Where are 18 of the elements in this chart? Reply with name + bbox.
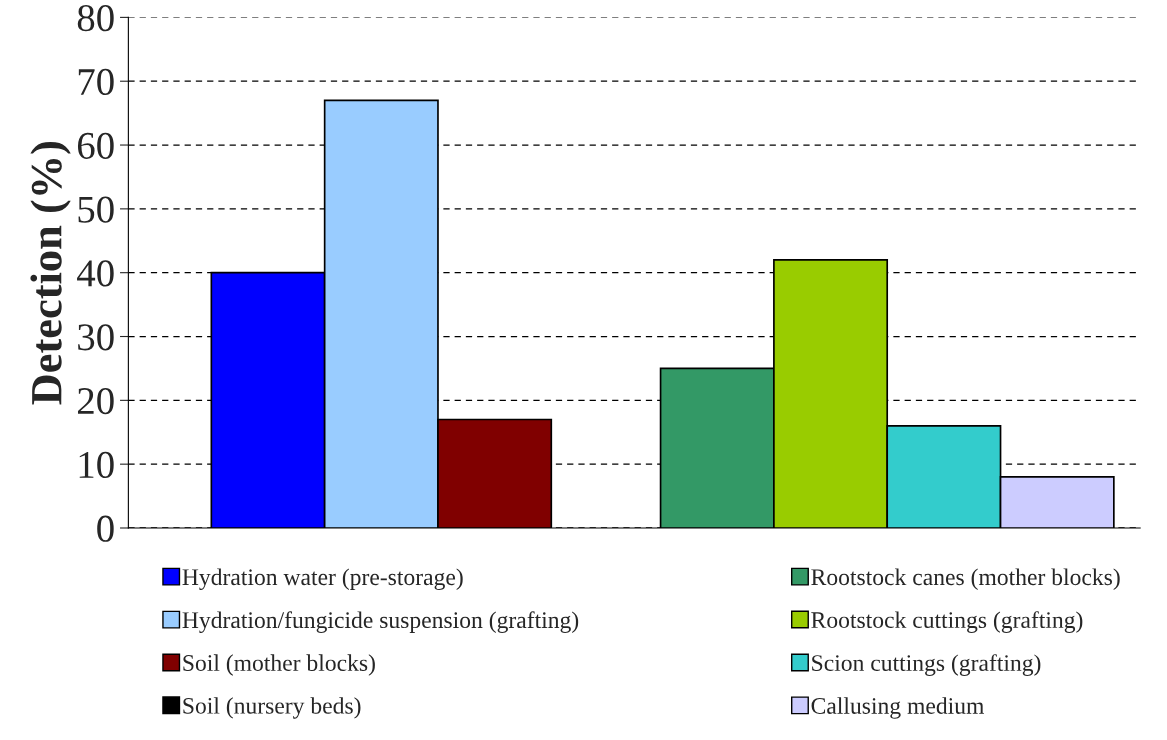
y-tick-label: 0 <box>97 515 114 542</box>
y-axis-title: Detection (%) <box>30 141 71 405</box>
legend-label: Scion cuttings (grafting) <box>812 654 1041 676</box>
legend-label: Rootstock canes (mother blocks) <box>811 568 1120 590</box>
y-tick-label: 10 <box>79 451 114 479</box>
legend-label: Hydration/fungicide suspension (grafting) <box>182 611 579 633</box>
legend-label: Rootstock cuttings (grafting) <box>811 611 1083 633</box>
y-tick-label: 70 <box>78 68 114 96</box>
y-tick-label: 40 <box>77 260 114 287</box>
legend-label: Callusing medium <box>811 697 985 719</box>
y-tick-label: 20 <box>77 387 114 415</box>
y-tick-label: 30 <box>78 324 114 351</box>
legend-label: Soil (mother blocks) <box>183 654 375 676</box>
y-tick-label: 60 <box>77 132 114 159</box>
y-tick-label: 80 <box>77 5 114 32</box>
legend-label: Soil (nursery beds) <box>183 697 361 719</box>
y-tick-label: 50 <box>78 196 114 223</box>
legend-label: Hydration water (pre-storage) <box>182 568 463 591</box>
